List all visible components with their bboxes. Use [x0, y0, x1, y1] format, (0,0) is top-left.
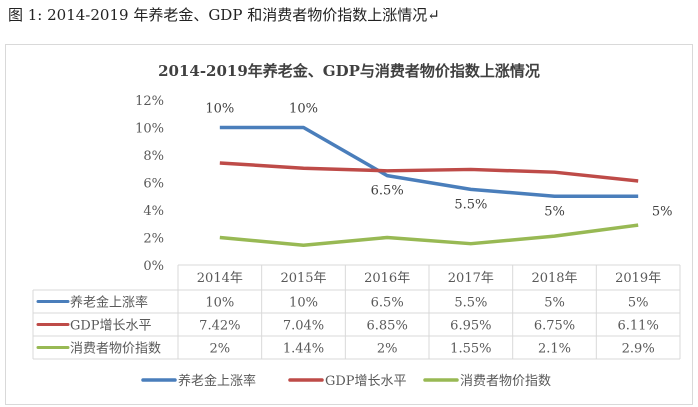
y-tick-label: 4% [143, 204, 164, 219]
table-cell: 5% [544, 296, 565, 311]
table-series-name: 养老金上涨率 [70, 295, 148, 311]
table-cell: 2% [377, 342, 398, 357]
figure-caption: 图 1: 2014-2019 年养老金、GDP 和消费者物价指数上涨情况↵ [8, 6, 440, 24]
y-tick-label: 0% [143, 259, 164, 274]
y-tick-label: 8% [143, 149, 164, 164]
y-tick-label: 2% [143, 232, 164, 247]
table-cell: 10% [205, 296, 234, 311]
x-category-label: 2016年 [364, 271, 410, 286]
y-tick-label: 12% [135, 94, 164, 109]
table-cell: 7.04% [283, 319, 324, 334]
legend-label: 养老金上涨率 [178, 373, 256, 389]
data-label: 6.5% [371, 184, 404, 199]
y-tick-label: 6% [143, 177, 164, 192]
series-line [219, 125, 639, 198]
x-category-label: 2018年 [531, 271, 577, 286]
table-cell: 2.1% [538, 342, 571, 357]
x-category-label: 2015年 [280, 271, 326, 286]
table-cell: 6.11% [618, 319, 659, 334]
table-cell: 6.5% [371, 296, 404, 311]
x-category-label: 2014年 [197, 271, 243, 286]
y-tick-label: 10% [135, 122, 164, 137]
table-cell: 1.55% [450, 342, 491, 357]
table-cell: 6.75% [534, 319, 575, 334]
data-label: 5% [652, 204, 673, 219]
table-cell: 10% [289, 296, 318, 311]
series-line [219, 223, 639, 247]
table-cell: 1.44% [283, 342, 324, 357]
table-cell: 6.85% [367, 319, 408, 334]
table-cell: 6.95% [450, 319, 491, 334]
table-cell: 2% [210, 342, 231, 357]
legend-label: 消费者物价指数 [460, 374, 551, 389]
data-label: 5.5% [454, 197, 487, 212]
chart-title: 2014-2019年养老金、GDP与消费者物价指数上涨情况 [158, 62, 540, 80]
table-cell: 7.42% [199, 319, 240, 334]
x-category-label: 2017年 [448, 271, 494, 286]
series-line [219, 161, 639, 183]
table-cell: 5.5% [454, 296, 487, 311]
table-series-name: GDP增长水平 [70, 319, 152, 334]
table-series-name: 消费者物价指数 [70, 342, 161, 357]
data-label: 10% [205, 102, 234, 117]
data-label: 5% [544, 204, 565, 219]
x-category-label: 2019年 [615, 271, 661, 286]
table-cell: 5% [628, 296, 649, 311]
data-label: 10% [289, 102, 318, 117]
table-cell: 2.9% [622, 342, 655, 357]
chart-frame [5, 44, 693, 405]
legend-label: GDP增长水平 [325, 374, 407, 389]
